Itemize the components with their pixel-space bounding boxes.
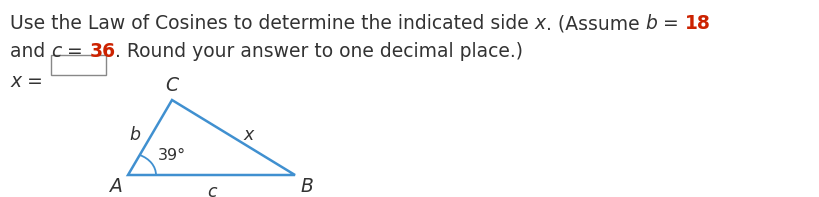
Text: Use the Law of Cosines to determine the indicated side: Use the Law of Cosines to determine the … <box>10 14 534 33</box>
Text: 36: 36 <box>89 42 115 61</box>
Text: . (Assume: . (Assume <box>545 14 645 33</box>
Text: x: x <box>243 125 253 143</box>
Text: A: A <box>110 177 122 196</box>
Text: =: = <box>61 42 89 61</box>
Text: c: c <box>51 42 61 61</box>
FancyBboxPatch shape <box>51 55 106 75</box>
Text: . Round your answer to one decimal place.): . Round your answer to one decimal place… <box>115 42 523 61</box>
Text: B: B <box>301 177 313 196</box>
Text: =: = <box>657 14 685 33</box>
Text: b: b <box>129 125 140 143</box>
Text: 18: 18 <box>685 14 710 33</box>
Text: c: c <box>206 183 216 197</box>
Text: 39°: 39° <box>158 148 186 163</box>
Text: b: b <box>645 14 657 33</box>
Text: C: C <box>165 76 179 95</box>
Text: and: and <box>10 42 52 61</box>
Text: x: x <box>534 14 545 33</box>
Text: x =: x = <box>10 72 49 91</box>
